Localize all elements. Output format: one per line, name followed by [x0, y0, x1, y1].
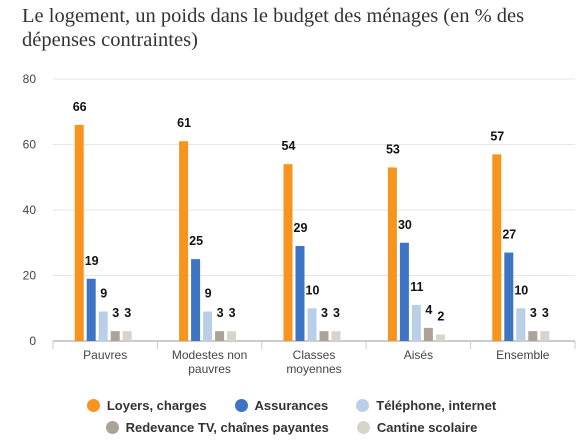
bar[interactable]: [492, 154, 502, 341]
bar[interactable]: [411, 304, 421, 341]
bar[interactable]: [179, 141, 189, 341]
legend-row-1: Loyers, charges Assurances Téléphone, in…: [0, 394, 583, 416]
legend-swatch-telephone-internet: [356, 398, 370, 412]
y-tick-label: 0: [29, 334, 36, 348]
bar[interactable]: [331, 331, 341, 341]
data-label: 10: [306, 283, 320, 297]
legend-label: Cantine scolaire: [376, 419, 478, 435]
bar[interactable]: [215, 331, 225, 341]
data-label: 3: [112, 306, 119, 320]
legend-swatch-loyers-charges: [86, 398, 100, 412]
bar[interactable]: [74, 124, 84, 341]
x-tick-label: moyennes: [286, 362, 341, 376]
data-label: 3: [530, 306, 537, 320]
x-tick-label: Aisés: [404, 348, 433, 362]
bar[interactable]: [98, 311, 108, 341]
x-tick-label: Ensemble: [496, 348, 550, 362]
data-label: 3: [333, 306, 340, 320]
data-label: 25: [189, 234, 203, 248]
bar[interactable]: [423, 327, 433, 341]
legend-item-loyers-charges[interactable]: Loyers, charges: [86, 397, 207, 413]
data-label: 3: [542, 306, 549, 320]
bar[interactable]: [504, 252, 514, 341]
x-tick-label: Pauvres: [83, 348, 127, 362]
data-label: 3: [124, 306, 131, 320]
legend-swatch-redevance-tv: [105, 420, 119, 434]
y-tick-label: 60: [23, 138, 37, 152]
legend-item-telephone-internet[interactable]: Téléphone, internet: [356, 398, 496, 413]
bar[interactable]: [122, 331, 132, 341]
legend-label: Téléphone, internet: [376, 397, 497, 413]
chart-title: Le logement, un poids dans le budget des…: [22, 5, 525, 51]
data-label: 2: [437, 309, 444, 323]
bar[interactable]: [387, 167, 397, 341]
data-label: 3: [217, 306, 224, 320]
bar[interactable]: [399, 242, 409, 341]
x-tick-label: pauvres: [188, 362, 231, 376]
y-tick-label: 40: [23, 203, 37, 217]
bar[interactable]: [540, 331, 550, 341]
data-label: 4: [425, 303, 432, 317]
data-label: 9: [205, 287, 212, 301]
legend-swatch-assurances: [234, 398, 248, 412]
data-label: 61: [177, 116, 191, 130]
bar[interactable]: [86, 278, 96, 341]
data-label: 10: [514, 283, 528, 297]
legend-label: Redevance TV, chaînes payantes: [125, 419, 329, 435]
data-label: 11: [410, 280, 423, 294]
bar[interactable]: [191, 259, 201, 341]
legend-label: Assurances: [254, 397, 329, 413]
bar[interactable]: [319, 331, 329, 341]
x-tick-label: Modestes non: [172, 348, 247, 362]
data-label: 57: [490, 129, 504, 143]
data-label: 3: [229, 306, 236, 320]
x-tick-label: Classes: [293, 348, 336, 362]
chart-legend: Loyers, charges Assurances Téléphone, in…: [0, 394, 583, 438]
legend-label: Loyers, charges: [106, 397, 207, 413]
data-label: 27: [502, 228, 516, 242]
data-label: 19: [85, 254, 99, 268]
legend-swatch-cantine-scolaire: [356, 420, 370, 434]
bar[interactable]: [307, 308, 317, 341]
bar[interactable]: [203, 311, 213, 341]
data-label: 29: [294, 221, 308, 235]
bar[interactable]: [227, 331, 237, 341]
legend-item-cantine-scolaire[interactable]: Cantine scolaire: [356, 419, 478, 435]
legend-item-assurances[interactable]: Assurances: [234, 397, 329, 413]
data-label: 3: [321, 306, 328, 320]
bar[interactable]: [516, 308, 526, 341]
bar[interactable]: [435, 334, 445, 341]
data-label: 53: [386, 142, 400, 156]
bar[interactable]: [528, 331, 538, 341]
data-label: 54: [282, 139, 296, 153]
bar[interactable]: [295, 246, 305, 341]
y-tick-label: 20: [23, 269, 37, 283]
bar[interactable]: [110, 331, 120, 341]
bar[interactable]: [283, 164, 293, 341]
data-label: 30: [398, 218, 412, 232]
data-label: 66: [73, 100, 87, 114]
legend-item-redevance-tv[interactable]: Redevance TV, chaînes payantes: [105, 419, 329, 435]
y-tick-label: 80: [23, 72, 37, 86]
legend-row-2: Redevance TV, chaînes payantes Cantine s…: [0, 416, 583, 438]
data-label: 9: [100, 287, 107, 301]
